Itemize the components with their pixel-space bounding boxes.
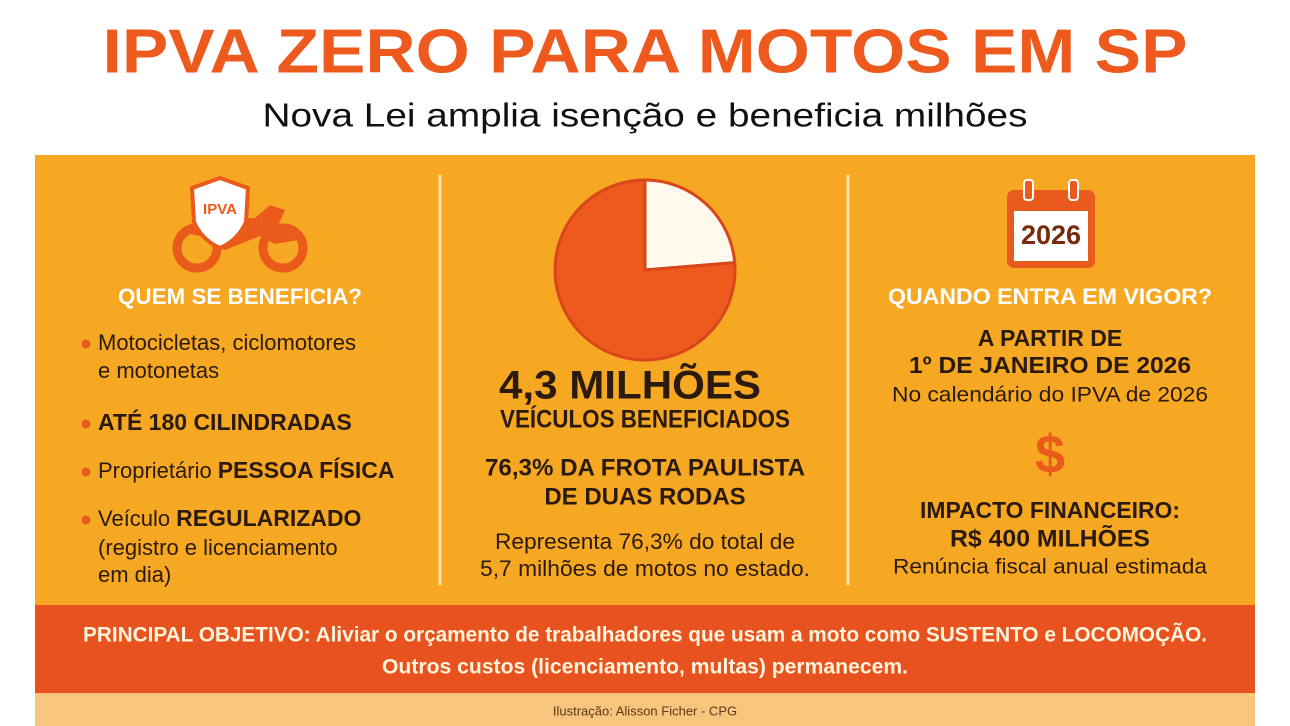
list-item: Proprietário PESSOA FÍSICA (98, 456, 395, 483)
headline: 4,3 MILHÕES (499, 362, 761, 408)
motorcycle-icon: IPVA (172, 175, 308, 273)
start-line: A PARTIR DE (978, 325, 1122, 351)
list-item: ATÉ 180 CILINDRADAS (98, 408, 352, 435)
list-item: Veículo REGULARIZADO (98, 505, 361, 531)
banner-line: Outros custos (licenciamento, multas) pe… (382, 656, 908, 679)
banner (35, 605, 1255, 693)
money-icon: $ (1035, 424, 1065, 484)
bullet (81, 515, 91, 525)
bullet (81, 419, 91, 429)
icon-label: IPVA (203, 201, 237, 218)
start-note: No calendário do IPVA de 2026 (892, 384, 1208, 407)
header-bg (0, 0, 1290, 155)
impact-note: Renúncia fiscal anual estimada (893, 556, 1207, 579)
item-text: Proprietário (98, 458, 212, 483)
pie-chart (553, 178, 737, 362)
impact-line: R$ 400 MILHÕES (950, 524, 1150, 552)
list-item: e motonetas (98, 358, 219, 383)
bullet (81, 467, 91, 477)
item-text: Veículo (98, 506, 170, 531)
center-note: Representa 76,3% do total de (495, 529, 795, 554)
credit: Ilustração: Alisson Ficher - CPG (553, 703, 737, 718)
item-note: (registro e licenciamento (98, 535, 338, 560)
bullet (81, 339, 91, 349)
share-line: DE DUAS RODAS (544, 483, 745, 510)
pie-slice (643, 178, 737, 272)
item-emphasis: REGULARIZADO (176, 505, 361, 531)
calendar-icon: 2026 (1007, 179, 1095, 268)
calendar-year: 2026 (1021, 220, 1081, 250)
item-emphasis: PESSOA FÍSICA (218, 456, 395, 483)
footer (35, 693, 1255, 726)
section-heading: QUANDO ENTRA EM VIGOR? (888, 284, 1212, 309)
center-note: 5,7 milhões de motos no estado. (480, 556, 810, 581)
benefit-list: Motocicletas, ciclomotores e motonetas A… (81, 330, 395, 587)
list-item: Motocicletas, ciclomotores (98, 330, 356, 355)
share-line: 76,3% DA FROTA PAULISTA (485, 454, 805, 481)
subtitle: Nova Lei amplia isenção e beneficia milh… (263, 97, 1028, 134)
item-note: em dia) (98, 562, 171, 587)
title: IPVA ZERO PARA MOTOS EM SP (103, 17, 1188, 86)
headline-sub: VEÍCULOS BENEFICIADOS (500, 405, 790, 434)
impact-line: IMPACTO FINANCEIRO: (920, 497, 1180, 523)
pie-slice (553, 178, 737, 362)
section-heading: QUEM SE BENEFICIA? (118, 284, 362, 309)
start-line: 1º DE JANEIRO DE 2026 (909, 352, 1191, 378)
banner-line: PRINCIPAL OBJETIVO: Aliviar o orçamento … (83, 624, 1207, 647)
